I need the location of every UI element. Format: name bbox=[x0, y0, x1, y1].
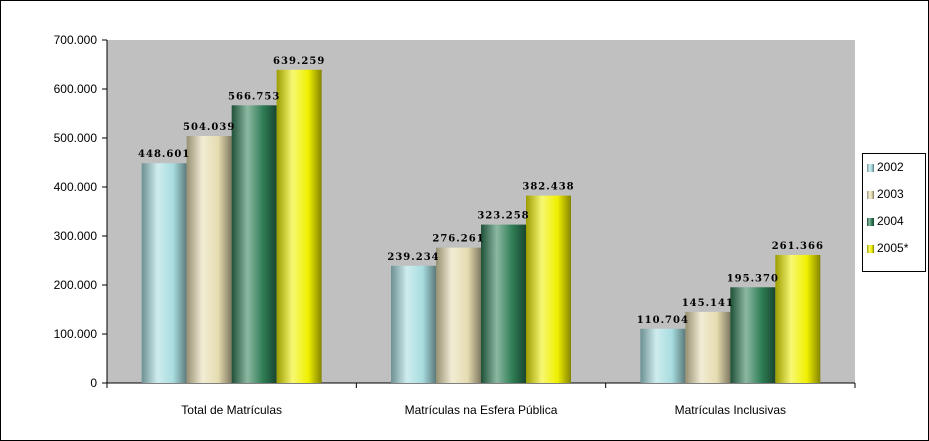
data-label: 323.258 bbox=[477, 211, 529, 222]
bar bbox=[481, 224, 526, 383]
y-tick-label: 700.000 bbox=[54, 33, 98, 47]
bar bbox=[730, 287, 776, 383]
legend-label: 2005* bbox=[877, 241, 909, 255]
x-axis: Total de Matrículas Matrículas na Esfera … bbox=[106, 382, 856, 417]
bar bbox=[526, 195, 571, 383]
data-label: 276.261 bbox=[432, 234, 484, 245]
data-label: 239.234 bbox=[387, 252, 439, 263]
bar bbox=[276, 69, 322, 383]
y-tick-label: 500.000 bbox=[54, 131, 98, 145]
y-tick-label: 300.000 bbox=[54, 229, 98, 243]
data-label: 145.141 bbox=[682, 298, 734, 309]
legend-swatch bbox=[867, 164, 874, 172]
legend-label: 2003 bbox=[877, 187, 904, 201]
bar bbox=[391, 265, 436, 383]
bar bbox=[231, 105, 277, 384]
data-label: 261.366 bbox=[772, 241, 824, 252]
y-tick-label: 400.000 bbox=[54, 180, 98, 194]
data-label: 195.370 bbox=[727, 273, 779, 284]
y-tick-label: 100.000 bbox=[54, 327, 98, 341]
y-tick-label: 0 bbox=[90, 376, 97, 390]
bar bbox=[436, 247, 481, 383]
y-tick-label: 600.000 bbox=[54, 82, 98, 96]
legend-swatch bbox=[867, 245, 874, 253]
legend-swatch bbox=[867, 191, 874, 199]
bar bbox=[186, 136, 232, 383]
data-label: 110.704 bbox=[637, 315, 689, 326]
data-label: 504.039 bbox=[183, 122, 235, 133]
y-tick-label: 200.000 bbox=[54, 278, 98, 292]
bar bbox=[685, 311, 731, 383]
data-label: 382.438 bbox=[522, 182, 574, 193]
bar bbox=[775, 254, 821, 383]
legend-label: 2002 bbox=[877, 160, 904, 174]
x-category-label: Matrículas na Esfera Pública bbox=[405, 403, 558, 417]
legend-swatch bbox=[867, 218, 874, 226]
data-label: 566.753 bbox=[228, 91, 280, 102]
data-label: 448.601 bbox=[138, 149, 190, 160]
x-category-label: Matrículas Inclusivas bbox=[675, 403, 786, 417]
legend-label: 2004 bbox=[877, 214, 904, 228]
data-label: 639.259 bbox=[273, 56, 325, 67]
bar bbox=[141, 163, 187, 383]
bar bbox=[640, 328, 686, 383]
x-category-label: Total de Matrículas bbox=[181, 403, 282, 417]
data-labels: 448.601 504.039 566.753 639.259 239.234 276.2… bbox=[138, 56, 824, 326]
y-axis: 0 100.000 200.000 300.000 400.000 500.000 600.… bbox=[54, 33, 108, 390]
bars bbox=[141, 69, 821, 384]
legend: 2002 2003 2004 2005* bbox=[862, 153, 926, 272]
